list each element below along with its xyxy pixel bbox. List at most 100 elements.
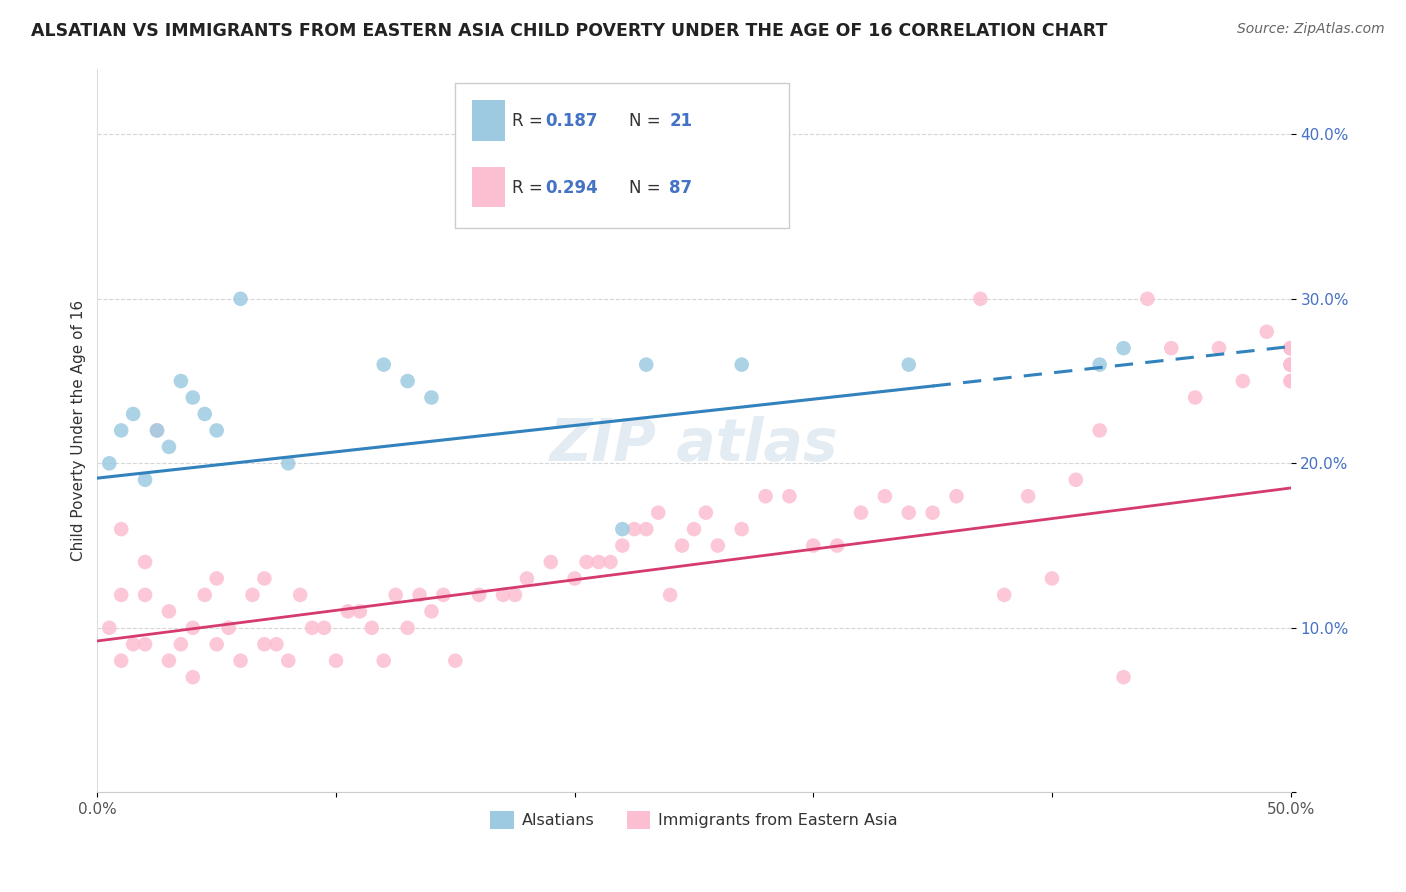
Point	[540, 555, 562, 569]
Point	[134, 637, 156, 651]
Point	[360, 621, 382, 635]
Point	[1279, 358, 1302, 372]
Point	[1112, 670, 1135, 684]
Point	[1184, 391, 1206, 405]
Point	[110, 522, 132, 536]
Point	[336, 604, 359, 618]
Point	[1232, 374, 1254, 388]
Point	[98, 621, 121, 635]
Point	[1279, 358, 1302, 372]
Point	[290, 588, 312, 602]
Point	[636, 522, 658, 536]
Point	[170, 374, 193, 388]
Point	[801, 539, 824, 553]
Point	[420, 391, 443, 405]
Point	[432, 588, 454, 602]
Point	[825, 539, 848, 553]
Point	[1279, 341, 1302, 355]
Legend: Alsatians, Immigrants from Eastern Asia: Alsatians, Immigrants from Eastern Asia	[484, 805, 904, 835]
Point	[181, 621, 204, 635]
Point	[181, 670, 204, 684]
Point	[612, 539, 634, 553]
Point	[373, 654, 395, 668]
Point	[1160, 341, 1182, 355]
Text: ZIP atlas: ZIP atlas	[550, 417, 838, 474]
Point	[671, 539, 693, 553]
Point	[575, 555, 598, 569]
Point	[1136, 292, 1159, 306]
Point	[157, 654, 180, 668]
Point	[229, 292, 252, 306]
Point	[325, 654, 347, 668]
Point	[945, 489, 967, 503]
Point	[503, 588, 526, 602]
Point	[170, 637, 193, 651]
Point	[707, 539, 730, 553]
Point	[1279, 341, 1302, 355]
Point	[731, 522, 754, 536]
Point	[468, 588, 491, 602]
Point	[969, 292, 991, 306]
Point	[349, 604, 371, 618]
Point	[1040, 571, 1063, 585]
Point	[873, 489, 896, 503]
Point	[1256, 325, 1278, 339]
Text: Source: ZipAtlas.com: Source: ZipAtlas.com	[1237, 22, 1385, 37]
Point	[229, 654, 252, 668]
Point	[312, 621, 335, 635]
Point	[218, 621, 240, 635]
Point	[134, 555, 156, 569]
Point	[1017, 489, 1039, 503]
Point	[695, 506, 717, 520]
Point	[623, 522, 645, 536]
Point	[122, 407, 145, 421]
Point	[492, 588, 515, 602]
Point	[396, 621, 419, 635]
Point	[242, 588, 264, 602]
Point	[612, 522, 634, 536]
Point	[731, 358, 754, 372]
Point	[444, 654, 467, 668]
Point	[205, 424, 228, 438]
Point	[205, 571, 228, 585]
Point	[277, 654, 299, 668]
Point	[897, 358, 920, 372]
Point	[157, 604, 180, 618]
Y-axis label: Child Poverty Under the Age of 16: Child Poverty Under the Age of 16	[72, 300, 86, 561]
Point	[993, 588, 1015, 602]
Text: ALSATIAN VS IMMIGRANTS FROM EASTERN ASIA CHILD POVERTY UNDER THE AGE OF 16 CORRE: ALSATIAN VS IMMIGRANTS FROM EASTERN ASIA…	[31, 22, 1108, 40]
Point	[897, 506, 920, 520]
Point	[1088, 424, 1111, 438]
Point	[778, 489, 800, 503]
Point	[373, 358, 395, 372]
Point	[122, 637, 145, 651]
Point	[921, 506, 943, 520]
Point	[1279, 374, 1302, 388]
Point	[157, 440, 180, 454]
Point	[683, 522, 706, 536]
Point	[1279, 358, 1302, 372]
Point	[110, 654, 132, 668]
Point	[647, 506, 669, 520]
Point	[408, 588, 430, 602]
Point	[110, 588, 132, 602]
Point	[1112, 341, 1135, 355]
Point	[253, 637, 276, 651]
Point	[636, 358, 658, 372]
Point	[205, 637, 228, 651]
Point	[134, 588, 156, 602]
Point	[599, 555, 621, 569]
Point	[1279, 341, 1302, 355]
Point	[181, 391, 204, 405]
Point	[98, 456, 121, 470]
Point	[516, 571, 538, 585]
Point	[134, 473, 156, 487]
Point	[253, 571, 276, 585]
Point	[588, 555, 610, 569]
Point	[849, 506, 872, 520]
Point	[194, 588, 217, 602]
Point	[420, 604, 443, 618]
Point	[1064, 473, 1087, 487]
Point	[755, 489, 778, 503]
Point	[194, 407, 217, 421]
